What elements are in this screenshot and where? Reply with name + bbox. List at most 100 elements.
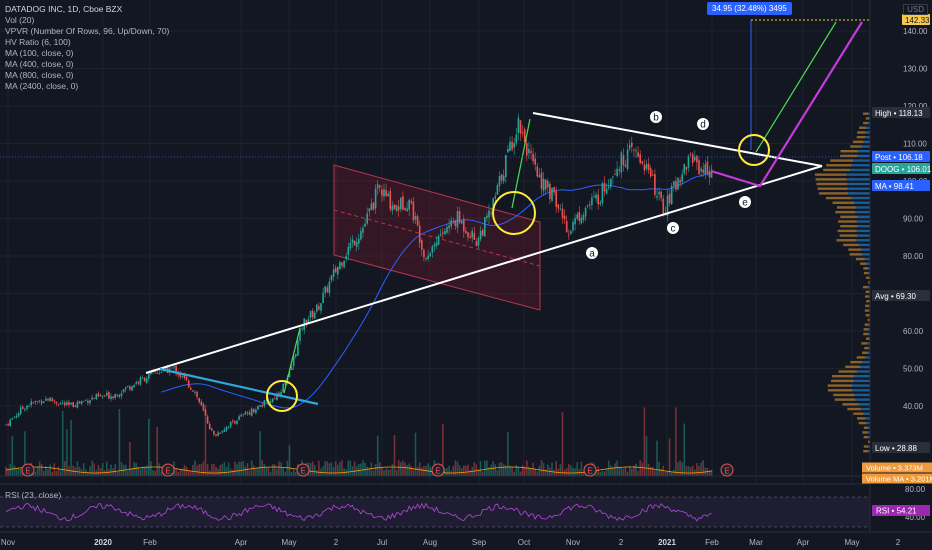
candle-body <box>85 399 87 401</box>
volume-bar <box>696 463 698 476</box>
indicator-ma-100[interactable]: MA (100, close, 0) <box>5 48 74 58</box>
candle-body <box>406 208 408 212</box>
volume-bar <box>204 405 207 476</box>
channel-midline <box>333 209 541 267</box>
candle-body <box>433 244 436 247</box>
volume-bar <box>454 460 457 476</box>
volume-bar <box>282 466 284 476</box>
candle-body <box>698 160 700 175</box>
profile-bar-down <box>854 393 872 397</box>
profile-bar-down <box>860 407 872 411</box>
volume-bar <box>358 464 360 476</box>
volume-bar <box>181 468 184 476</box>
volume-bar <box>360 463 362 476</box>
candle-body <box>215 434 217 436</box>
candle-body <box>689 153 692 155</box>
candle-body <box>549 183 551 200</box>
volume-bar <box>238 461 240 476</box>
indicator-ma-2400[interactable]: MA (2400, close, 0) <box>5 81 79 91</box>
time-tick-label: Nov <box>566 538 580 547</box>
candle-body <box>28 406 30 408</box>
profile-bar-up <box>814 173 847 176</box>
profile-bar-down <box>865 131 872 134</box>
volume-bar <box>318 460 320 476</box>
volume-bar <box>154 470 156 476</box>
volume-bar <box>97 464 100 476</box>
volume-bar <box>66 428 68 476</box>
volume-bar <box>91 460 93 476</box>
candle-body <box>379 185 381 188</box>
volume-bar <box>683 423 686 476</box>
rsi-line <box>5 502 712 522</box>
earnings-marker-label: E <box>435 467 440 476</box>
candle-body <box>114 394 116 398</box>
candle-body <box>232 420 234 422</box>
volume-bar <box>700 462 702 476</box>
purple-arrow <box>710 21 863 188</box>
volume-bar <box>576 462 578 476</box>
volume-bar <box>408 463 410 476</box>
indicator-vol[interactable]: Vol (20) <box>5 15 35 25</box>
candle-body <box>704 164 707 175</box>
candle-body <box>647 163 650 171</box>
wave-label-bubble <box>697 118 709 130</box>
candle-body <box>318 306 320 310</box>
volume-label-text: Volume MA • 3.201M <box>866 475 932 484</box>
price-tick-label: 130.00 <box>903 65 928 74</box>
volume-bar <box>679 460 681 476</box>
candle-body <box>463 219 465 232</box>
candle-body <box>13 416 16 418</box>
profile-bar-up <box>836 206 857 209</box>
symbol-title[interactable]: DATADOG INC, 1D, Cboe BZX <box>5 4 123 14</box>
volume-bar <box>444 468 446 476</box>
volume-bar <box>290 471 293 476</box>
rsi-legend[interactable]: RSI (23, close) <box>5 490 62 500</box>
candle-body <box>477 237 480 246</box>
candle-body <box>341 262 343 266</box>
volume-bar <box>345 469 347 476</box>
candle-body <box>202 404 205 411</box>
volume-bar <box>513 471 515 476</box>
time-tick-label: May <box>844 538 859 547</box>
candle-body <box>492 198 494 214</box>
volume-bar <box>687 465 690 476</box>
indicator-hv-ratio[interactable]: HV Ratio (6, 100) <box>5 37 71 47</box>
volume-bar <box>152 469 154 476</box>
candle-body <box>456 211 459 228</box>
volume-bar <box>507 431 509 476</box>
profile-bar-down <box>857 215 872 219</box>
profile-bar-up <box>832 201 855 204</box>
volume-bar <box>389 469 392 476</box>
candle-body <box>660 191 662 199</box>
volume-bar <box>496 470 499 476</box>
volume-bar <box>160 471 163 476</box>
candle-body <box>691 154 694 163</box>
profile-bar-down <box>856 206 872 209</box>
candle-body <box>259 405 261 407</box>
volume-bar <box>248 470 251 476</box>
profile-bar-down <box>862 145 872 148</box>
candle-body <box>414 215 417 220</box>
indicator-ma-800[interactable]: MA (800, close, 0) <box>5 70 74 80</box>
volume-bar <box>387 469 389 476</box>
candle-body <box>637 152 639 157</box>
candle-body <box>360 230 362 240</box>
earnings-marker-label: E <box>587 467 592 476</box>
volume-bar <box>221 464 224 476</box>
volume-bar <box>654 470 656 476</box>
profile-bar-up <box>865 304 869 308</box>
volume-bar <box>145 465 148 476</box>
indicator-vpvr[interactable]: VPVR (Number Of Rows, 96, Up/Down, 70) <box>5 26 170 36</box>
volume-bar <box>521 465 524 476</box>
currency-label[interactable]: USD <box>903 4 928 15</box>
candle-body <box>509 141 511 152</box>
price-tick-label: 120.00 <box>903 102 928 111</box>
candle-body <box>683 163 686 174</box>
volume-bar <box>603 471 606 476</box>
candle-body <box>5 424 7 426</box>
indicator-ma-400[interactable]: MA (400, close, 0) <box>5 59 74 69</box>
breakout-circle-1 <box>266 380 298 412</box>
candle-body <box>171 367 173 369</box>
candle-body <box>383 189 385 197</box>
